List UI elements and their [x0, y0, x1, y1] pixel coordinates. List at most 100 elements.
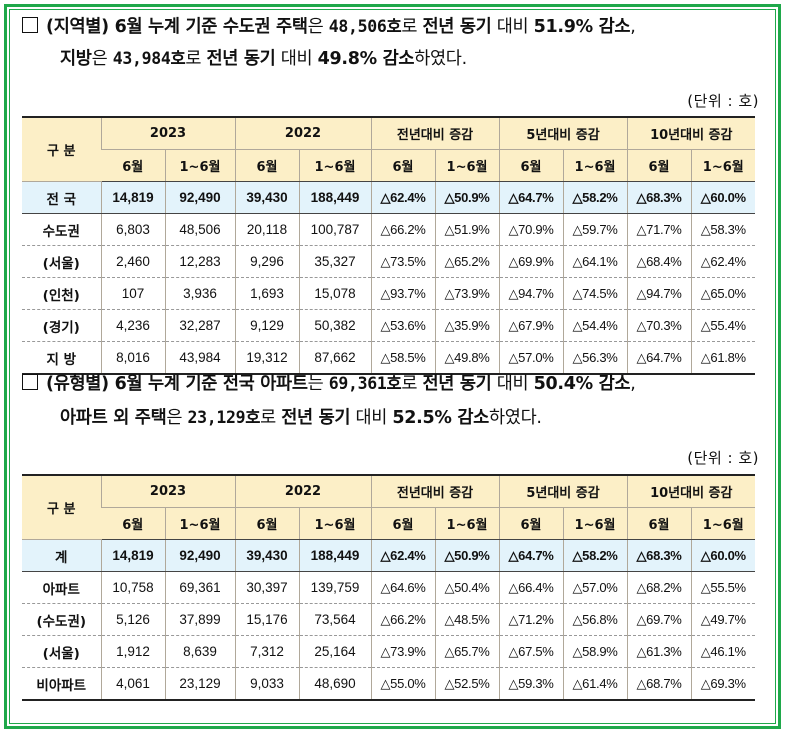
- table-cell: △64.1%: [562, 245, 628, 278]
- table-row: (인천) 107 3,936 1,693 15,078 △93.7% △73.9% △94.7…: [22, 277, 756, 310]
- table-cell: 69,361: [164, 571, 235, 604]
- table-cell: △53.6%: [370, 309, 435, 342]
- header-period: 6월: [498, 507, 564, 540]
- table-cell: 107: [100, 277, 165, 310]
- row-label: 비아파트: [36, 677, 87, 694]
- section1-heading-line1: (지역별) 6월 누계 기준 수도권 주택은 48,506호로 전년 동기 대비…: [22, 12, 636, 42]
- table-cell: △61.4%: [562, 667, 628, 700]
- table-cell: △64.6%: [370, 571, 435, 604]
- text-run: 49.8% 감소: [317, 49, 415, 69]
- header-period: 1~6월: [298, 507, 371, 540]
- text-run: 로: [260, 408, 282, 428]
- row-label: (인천): [22, 277, 101, 310]
- table-cell: △65.0%: [690, 277, 756, 310]
- header-group: 10년대비 증감: [626, 475, 756, 508]
- row-label: 전 국: [22, 181, 101, 214]
- header-period: 6월: [370, 507, 435, 540]
- document-border: [4, 4, 781, 729]
- table-cell: 7,312: [234, 635, 299, 668]
- table-cell: 6,803: [100, 213, 165, 246]
- header-period: 6월: [234, 507, 299, 540]
- table-cell: △52.5%: [434, 667, 500, 700]
- checkbox-square-icon: [22, 17, 38, 33]
- table-cell: △67.9%: [498, 309, 564, 342]
- table-cell: 14,819: [100, 539, 165, 572]
- header-group: 5년대비 증감: [498, 475, 628, 508]
- table-cell: △68.3%: [626, 539, 692, 572]
- section2-heading-line2: 아파트 외 주택은 23,129호로 전년 동기 대비 52.5% 감소하였다.: [22, 403, 542, 433]
- row-label: 계: [22, 539, 101, 572]
- text-run: ,: [630, 374, 636, 394]
- section2-heading-line1: (유형별) 6월 누계 기준 전국 아파트는 69,361호로 전년 동기 대비…: [22, 369, 636, 399]
- header-period: 1~6월: [164, 507, 235, 540]
- table-cell: △58.2%: [562, 539, 628, 572]
- header-period: 1~6월: [690, 507, 756, 540]
- table-cell: △61.8%: [690, 341, 756, 374]
- table-cell: 30,397: [234, 571, 299, 604]
- table-cell: 92,490: [164, 181, 235, 214]
- table-cell: △55.4%: [690, 309, 756, 342]
- table-cell: △74.5%: [562, 277, 628, 310]
- table-cell: △57.0%: [562, 571, 628, 604]
- table-region-stats: 구 분 2023 2022 전년대비 증감 5년대비 증감 10년대비 증감 6월 1~6월 6…: [22, 116, 756, 375]
- text-run: 하였다.: [414, 49, 467, 69]
- table-cell: 39,430: [234, 181, 299, 214]
- table-cell: △59.7%: [562, 213, 628, 246]
- table-cell: 20,118: [234, 213, 299, 246]
- table-cell: △58.9%: [562, 635, 628, 668]
- table-cell: △66.2%: [370, 603, 435, 636]
- header-period: 6월: [626, 149, 692, 182]
- table-cell: △59.3%: [498, 667, 564, 700]
- table-cell: △68.3%: [626, 181, 692, 214]
- text-run: 로: [185, 49, 207, 69]
- text-run: 는: [307, 374, 329, 394]
- text-run: 대비: [350, 408, 393, 428]
- table-cell: △58.5%: [370, 341, 435, 374]
- section1-heading-line2: 지방은 43,984호로 전년 동기 대비 49.8% 감소하였다.: [22, 44, 467, 74]
- section1-line2-runs: 지방은 43,984호로 전년 동기 대비 49.8% 감소하였다.: [60, 49, 467, 69]
- table-cell: △68.7%: [626, 667, 692, 700]
- table-row: 계 14,819 92,490 39,430 188,449 △62.4% △50.9% △6…: [22, 539, 756, 572]
- header-group: 2022: [234, 475, 371, 508]
- table-cell: 8,016: [100, 341, 165, 374]
- text-run: 로: [401, 17, 423, 37]
- text-run: 51.9% 감소: [533, 17, 631, 37]
- row-label: 지 방: [46, 351, 77, 368]
- table-cell: △35.9%: [434, 309, 500, 342]
- table-cell: 100,787: [298, 213, 371, 246]
- text-run: 43,984호: [112, 49, 186, 68]
- table-cell: 8,639: [164, 635, 235, 668]
- table-cell: △94.7%: [498, 277, 564, 310]
- header-period: 6월: [234, 149, 299, 182]
- row-label: (서울): [22, 635, 101, 668]
- header-group: 2023: [100, 475, 235, 508]
- text-run: 하였다.: [488, 408, 542, 428]
- text-run: 대비: [275, 49, 318, 69]
- table-cell: 188,449: [298, 181, 371, 214]
- header-period: 1~6월: [434, 507, 500, 540]
- text-run: 은: [166, 408, 188, 428]
- table-cell: △60.0%: [690, 181, 756, 214]
- table-cell: △50.4%: [434, 571, 500, 604]
- text-run: 은: [91, 49, 113, 69]
- table-cell: △55.0%: [370, 667, 435, 700]
- header-category: 구 분: [22, 117, 101, 182]
- table2-unit-label: (단위 : 호): [687, 449, 759, 467]
- table-row: (수도권) 5,126 37,899 15,176 73,564 △66.2% △48.5%…: [22, 603, 756, 636]
- table-cell: 2,460: [100, 245, 165, 278]
- table-cell: △60.0%: [690, 539, 756, 572]
- text-run: 48,506호: [328, 17, 402, 36]
- table-cell: 1,912: [100, 635, 165, 668]
- row-label: (수도권): [22, 603, 101, 636]
- table-row: 지 방 8,016 43,984 19,312 87,662 △58.5% △49.8% △5…: [22, 341, 756, 374]
- header-period: 1~6월: [164, 149, 235, 182]
- table-cell: △56.8%: [562, 603, 628, 636]
- table-row: (서울) 2,460 12,283 9,296 35,327 △73.5% △65.2% △6…: [22, 245, 756, 278]
- table-cell: △65.7%: [434, 635, 500, 668]
- table-cell: △65.2%: [434, 245, 500, 278]
- table-cell: 14,819: [100, 181, 165, 214]
- table-cell: △69.9%: [498, 245, 564, 278]
- section1-line1-runs: (지역별) 6월 누계 기준 수도권 주택은 48,506호로 전년 동기 대비…: [46, 17, 636, 37]
- table-cell: △49.7%: [690, 603, 756, 636]
- table-cell: 12,283: [164, 245, 235, 278]
